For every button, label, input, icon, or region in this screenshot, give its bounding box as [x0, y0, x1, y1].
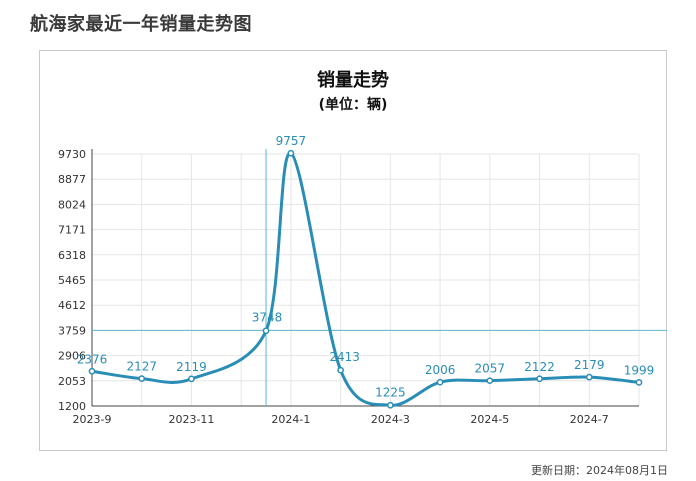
line-chart: 1200 2053 2906 3759 4612 5465 6318 7171 8024 8877… [58, 134, 667, 426]
x-tick-label: 2024-3 [371, 413, 410, 426]
data-label: 2119 [176, 360, 207, 374]
x-tick-label: 2024-7 [570, 413, 609, 426]
y-tick-label: 8877 [58, 173, 86, 186]
data-label: 2179 [574, 358, 605, 372]
y-tick-label: 7171 [58, 224, 86, 237]
y-tick-label: 8024 [58, 198, 86, 211]
y-tick-label: 9730 [58, 148, 86, 161]
chart-title: 销量走势 [317, 70, 389, 91]
data-label: 2057 [475, 362, 506, 376]
data-label: 3748 [252, 311, 283, 325]
y-tick-label: 5465 [58, 274, 86, 287]
data-point [287, 149, 295, 157]
y-tick-label: 4612 [58, 299, 86, 312]
x-tick-label: 2023-11 [168, 413, 214, 426]
data-point [536, 375, 543, 383]
data-point [635, 379, 643, 386]
y-tick-label: 2053 [58, 375, 86, 388]
data-point [486, 377, 494, 385]
chart-card: 销量走势 (单位：辆) 1200 2053 2906 3759 4612 5465 6318… [39, 50, 667, 451]
data-point [188, 375, 195, 383]
data-label: 2122 [524, 360, 555, 374]
data-label: 2006 [425, 363, 456, 377]
y-tick-label: 3759 [58, 324, 86, 337]
x-tick-label: 2024-1 [271, 413, 310, 426]
data-label: 9757 [276, 134, 307, 148]
page-title: 航海家最近一年销量走势图 [30, 14, 252, 35]
data-label: 2413 [329, 350, 360, 364]
data-label: 1225 [375, 385, 406, 399]
y-tick-label: 6318 [58, 249, 86, 262]
data-label: 2127 [126, 360, 157, 374]
y-tick-label: 1200 [58, 400, 86, 413]
series-line [91, 151, 640, 407]
y-tick-label: 2906 [58, 350, 86, 363]
data-point [436, 378, 444, 386]
x-tick-label: 2024-5 [470, 413, 509, 426]
data-point [585, 373, 593, 381]
x-tick-label: 2023-9 [73, 413, 112, 426]
update-date: 更新日期：2024年08月1日 [531, 464, 668, 477]
data-label: 2376 [77, 352, 108, 366]
data-point [337, 366, 344, 374]
data-point [262, 327, 270, 335]
data-point [88, 367, 96, 375]
data-label: 1999 [624, 363, 655, 377]
data-point [138, 375, 146, 382]
chart-subtitle: (单位：辆) [318, 97, 388, 113]
data-point [387, 401, 394, 409]
